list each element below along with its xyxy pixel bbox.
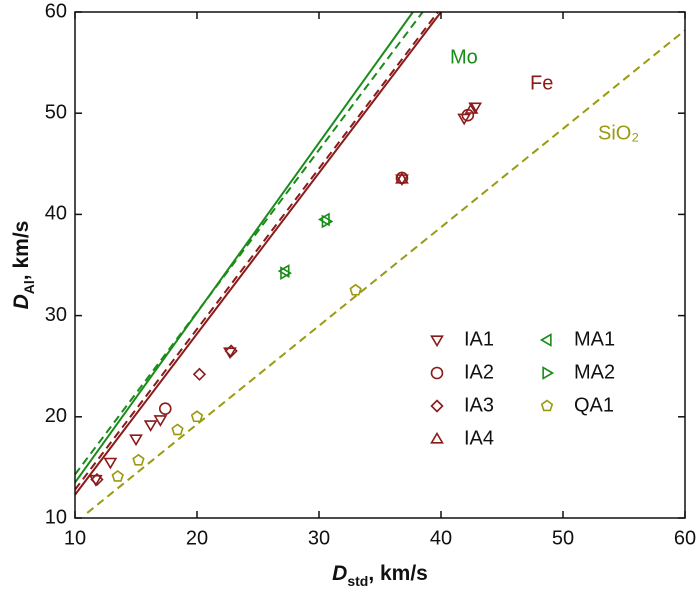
data-point (90, 472, 104, 487)
legend-label: MA2 (574, 361, 615, 383)
data-point (192, 367, 207, 381)
data-point (171, 423, 184, 436)
data-point (395, 174, 409, 187)
data-point (153, 415, 168, 427)
x-tick-label: 50 (552, 527, 574, 549)
legend-marker (540, 399, 554, 412)
x-tick-label: 30 (308, 527, 330, 549)
legend-marker (430, 399, 444, 413)
y-tick-label: 60 (45, 0, 67, 22)
legend-marker (542, 366, 555, 380)
axis-subscript: Al (21, 280, 37, 294)
annotation: Fe (530, 72, 553, 94)
legend-label: MA1 (574, 328, 615, 350)
x-tick-label: 20 (186, 527, 208, 549)
axis-subscript: std (347, 573, 368, 589)
y-tick-label: 50 (45, 101, 67, 123)
x-tick-label: 10 (64, 527, 86, 549)
fit-line (86, 29, 686, 514)
x-tick-label: 60 (674, 527, 696, 549)
legend-label: IA3 (464, 394, 494, 416)
fit-line (74, 11, 424, 476)
data-point (468, 102, 483, 115)
y-tick-label: 30 (45, 304, 67, 326)
axis-symbol: D (332, 562, 347, 585)
legend-marker (430, 431, 444, 444)
legend-label: QA1 (574, 394, 614, 416)
legend-marker (539, 333, 552, 347)
annotation: SiO₂ (598, 122, 639, 144)
data-point (224, 344, 238, 358)
data-point (111, 470, 124, 482)
data-point (464, 102, 479, 114)
fit-line (74, 11, 442, 496)
legend-marker (430, 366, 444, 380)
y-tick-label: 40 (45, 203, 67, 225)
ylabel-axis-label: DAl, km/s (10, 221, 37, 310)
y-tick-label: 10 (45, 506, 67, 528)
annotation: Mo (450, 46, 478, 68)
legend-marker (430, 335, 444, 348)
data-point (103, 457, 118, 470)
data-point (129, 434, 143, 447)
x-tick-label: 40 (430, 527, 452, 549)
y-tick-label: 20 (45, 405, 67, 427)
plot-frame (74, 11, 686, 519)
legend-label: IA4 (464, 427, 494, 449)
legend-label: IA2 (464, 361, 494, 383)
axis-symbol: D (10, 294, 33, 309)
data-point (321, 214, 334, 229)
data-point (395, 171, 409, 184)
xlabel-axis-label: Dstd, km/s (332, 562, 428, 589)
data-point (132, 453, 145, 466)
data-point (349, 283, 362, 296)
data-point (277, 264, 290, 278)
data-point (457, 113, 472, 126)
axis-unit: , km/s (368, 562, 428, 585)
legend-label: IA1 (464, 328, 494, 350)
data-point (190, 410, 204, 423)
fit-line (74, 11, 439, 491)
fit-line (74, 11, 414, 484)
data-point (158, 402, 172, 415)
axis-unit: , km/s (10, 221, 33, 281)
data-point (280, 266, 292, 280)
data-point (143, 420, 158, 432)
data-point (461, 109, 475, 122)
